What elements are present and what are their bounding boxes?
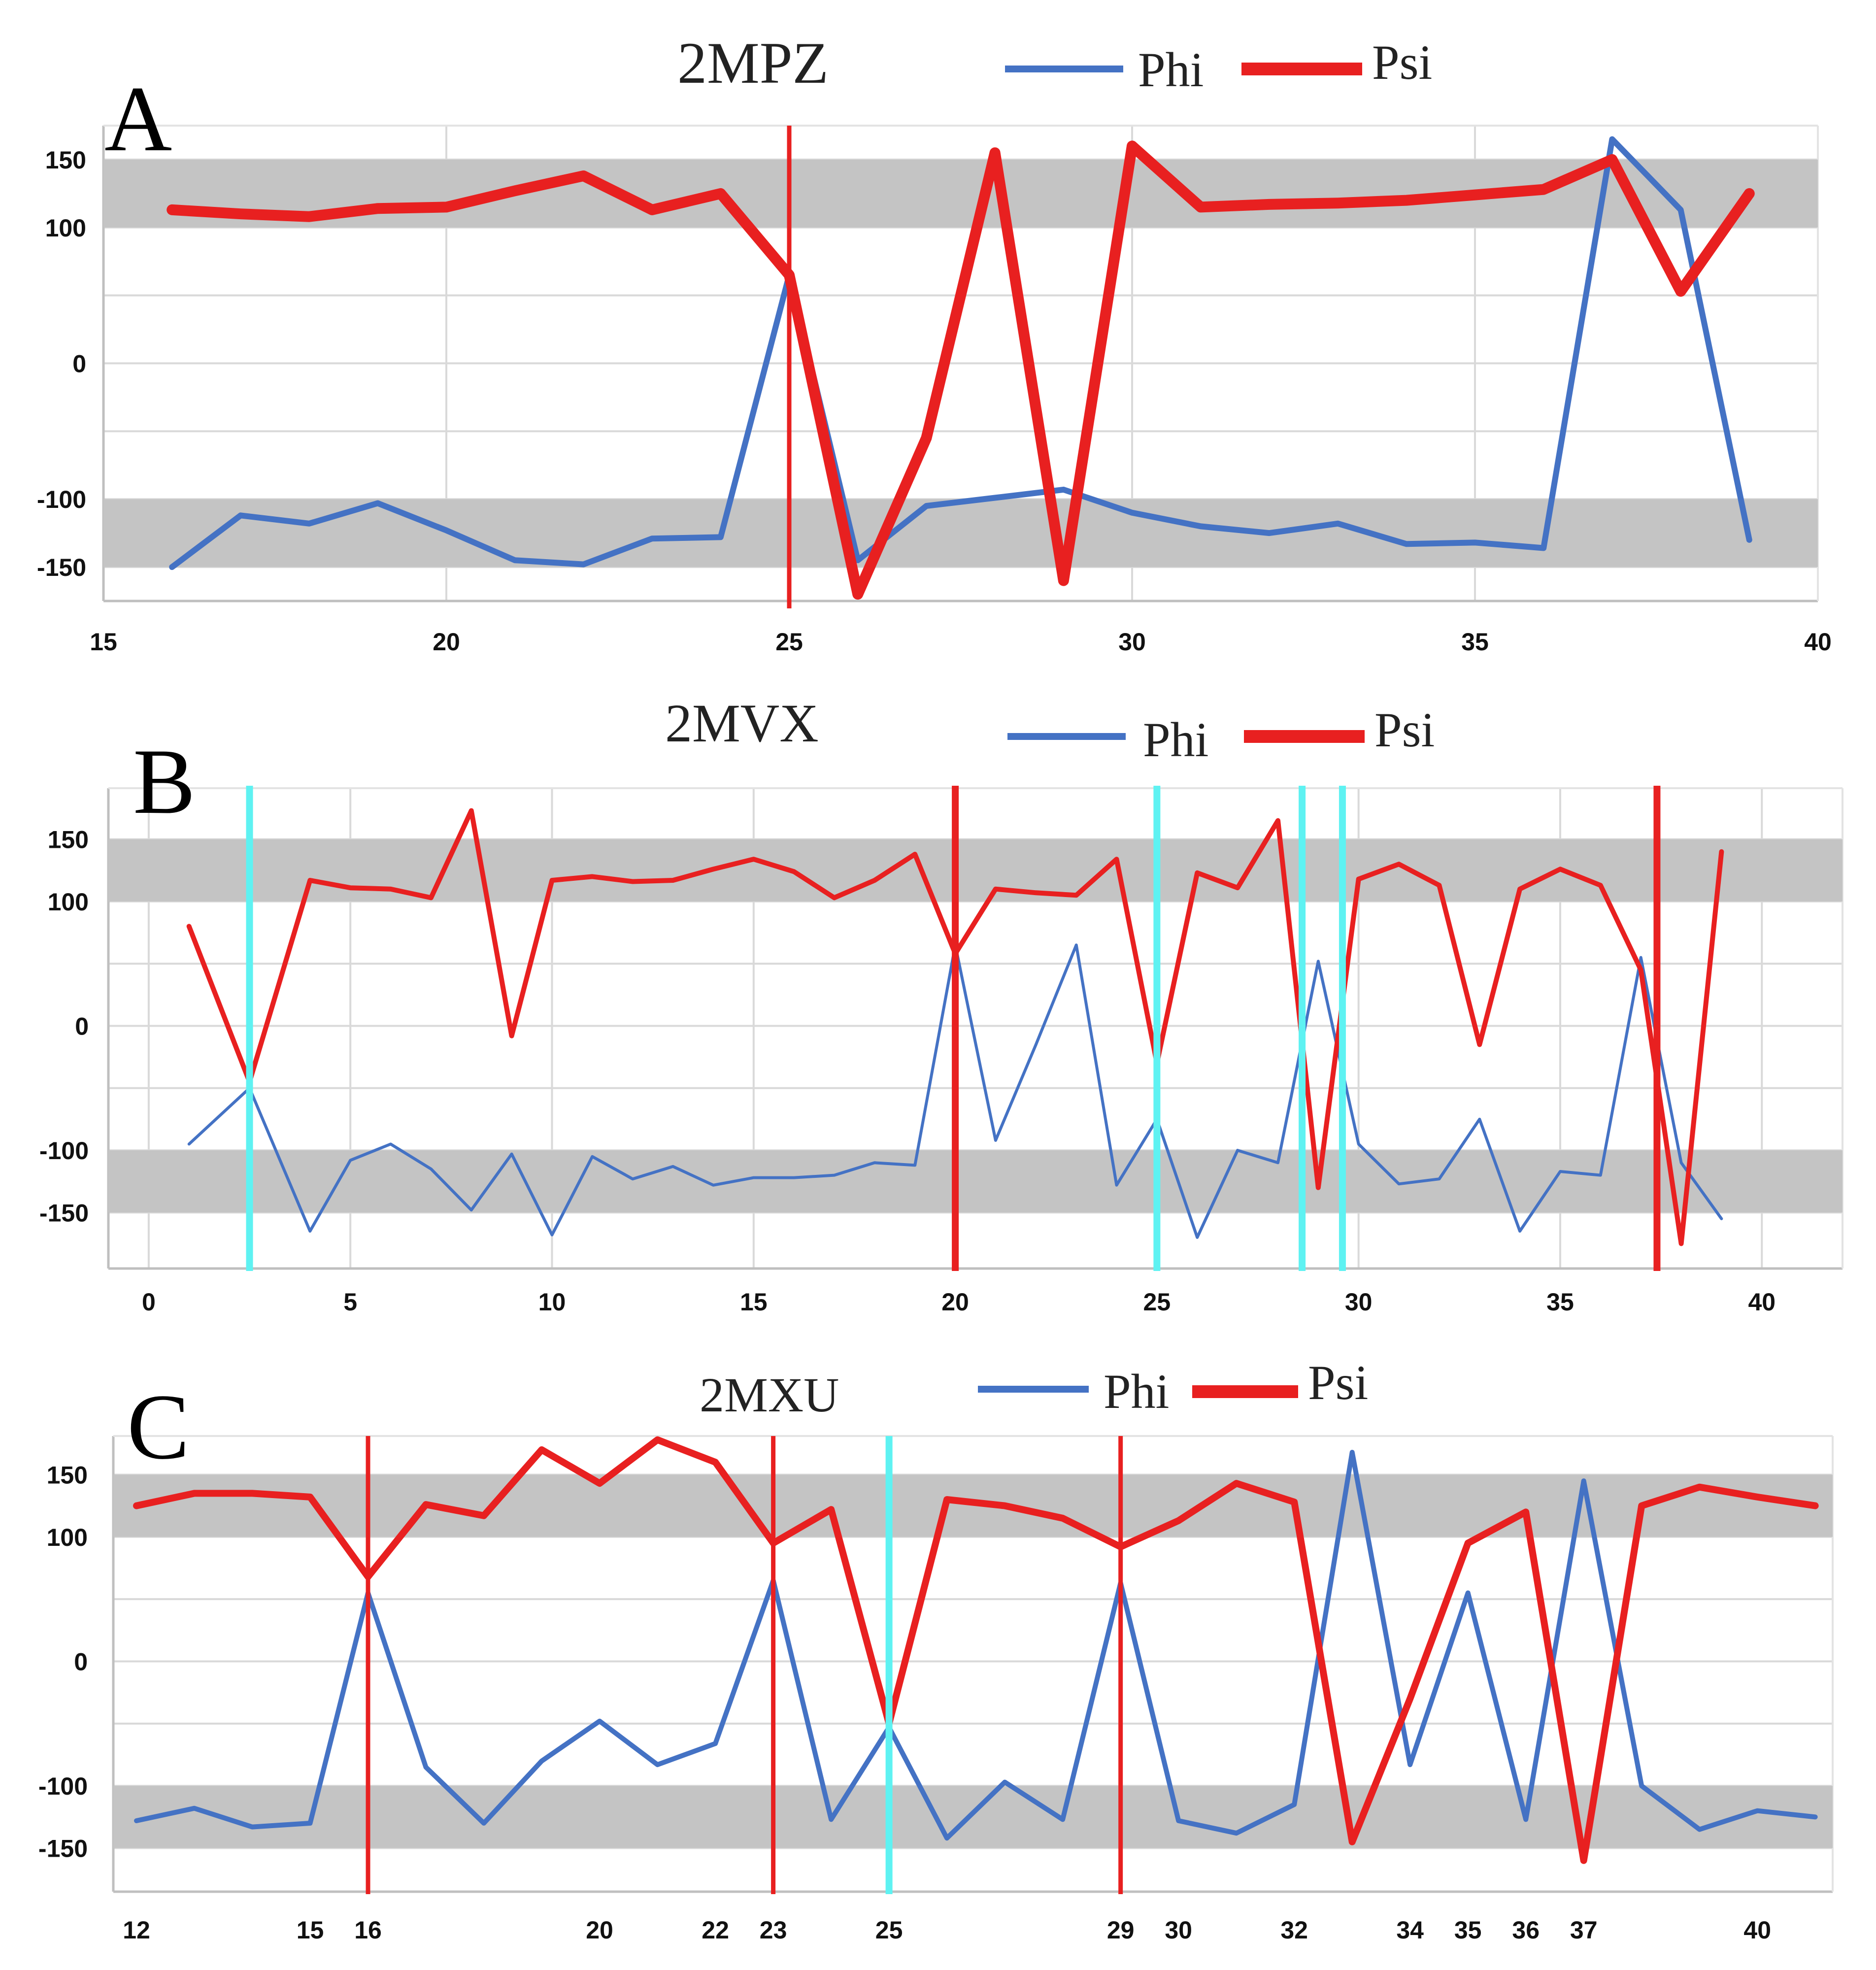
x-tick-label: 34	[1396, 1916, 1424, 1944]
x-tick-label: 36	[1512, 1916, 1540, 1944]
y-tick-label: -100	[38, 1772, 88, 1800]
x-tick-label: 25	[1143, 1288, 1171, 1316]
panel-c-markers	[366, 1436, 1123, 1894]
x-tick-label: 40	[1743, 1916, 1771, 1944]
panel-a-x-ticks: 15 20 25 30 35 40	[90, 628, 1832, 656]
x-tick-label: 25	[775, 628, 803, 656]
x-tick-label: 40	[1804, 628, 1832, 656]
panel-b-y-ticks: 150 100 0 -100 -150	[39, 826, 89, 1227]
x-tick-label: 29	[1107, 1916, 1135, 1944]
x-tick-label: 5	[343, 1288, 357, 1316]
x-tick-label: 23	[760, 1916, 787, 1944]
x-tick-label: 35	[1461, 628, 1489, 656]
x-tick-label: 20	[433, 628, 460, 656]
y-tick-label: 0	[74, 1648, 88, 1676]
legend-phi-label: Phi	[1138, 42, 1204, 97]
legend-psi-label: Psi	[1374, 702, 1435, 757]
x-tick-label: 20	[586, 1916, 613, 1944]
x-tick-label: 35	[1454, 1916, 1482, 1944]
panel-b-markers	[246, 786, 1661, 1271]
y-tick-label: -150	[37, 554, 86, 581]
x-tick-label: 32	[1280, 1916, 1308, 1944]
series-line-phi	[169, 136, 1752, 570]
y-tick-label: 0	[75, 1013, 89, 1040]
shaded-band	[108, 839, 1842, 902]
legend-psi-label: Psi	[1308, 1355, 1368, 1410]
x-tick-label: 30	[1165, 1916, 1192, 1944]
legend-phi-label: Phi	[1104, 1364, 1169, 1419]
x-tick-label: 30	[1118, 628, 1146, 656]
panel-a-y-ticks: 150 100 0 -100 -150	[37, 146, 86, 581]
panel-b-legend: Phi Psi	[1007, 702, 1435, 767]
panel-a-letter: A	[104, 67, 172, 171]
y-tick-label: 150	[48, 826, 89, 854]
y-tick-label: 150	[45, 146, 86, 174]
x-tick-label: 10	[538, 1288, 566, 1316]
panel-c-legend: Phi Psi	[978, 1355, 1368, 1419]
panel-b-x-ticks: 0 5 10 15 20 25 30 35 40	[142, 1288, 1776, 1316]
series-line-phi	[134, 1450, 1818, 1841]
panel-c-shaded-bands	[113, 1474, 1833, 1848]
shaded-band	[108, 1150, 1842, 1213]
x-tick-label: 15	[90, 628, 117, 656]
x-tick-label: 37	[1570, 1916, 1598, 1944]
y-tick-label: -150	[39, 1199, 89, 1227]
x-tick-label: 20	[941, 1288, 969, 1316]
y-tick-label: 100	[47, 1524, 88, 1551]
y-tick-label: -100	[39, 1137, 89, 1165]
panel-c-series	[133, 1436, 1819, 1864]
x-tick-label: 30	[1345, 1288, 1373, 1316]
series-line-psi	[186, 808, 1724, 1246]
panel-a-series	[167, 136, 1755, 600]
panel-b-series	[186, 808, 1724, 1246]
y-tick-label: 100	[45, 214, 86, 242]
legend-psi-label: Psi	[1372, 35, 1432, 90]
x-tick-label: 12	[123, 1916, 150, 1944]
panel-c-y-ticks: 150 100 0 -100 -150	[38, 1461, 88, 1862]
shaded-band	[103, 159, 1818, 228]
series-line-phi	[187, 943, 1723, 1239]
y-tick-label: -150	[38, 1835, 88, 1863]
x-tick-label: 16	[354, 1916, 382, 1944]
shaded-band	[113, 1786, 1833, 1848]
panel-c: 150 100 0 -100 -150 12 15 16 20 22 23 25 29 30 32 34 35…	[38, 1355, 1834, 1944]
panel-c-x-ticks: 12 15 16 20 22 23 25 29 30 32 34 35 36 37 40	[123, 1916, 1771, 1944]
x-tick-label: 40	[1748, 1288, 1776, 1316]
series-line-psi	[167, 140, 1755, 600]
x-tick-label: 15	[740, 1288, 768, 1316]
panel-b-letter: B	[133, 730, 196, 834]
panel-a-title: 2MPZ	[677, 30, 829, 96]
series-line-psi	[133, 1436, 1819, 1864]
y-tick-label: 150	[47, 1461, 88, 1489]
y-tick-label: -100	[37, 486, 86, 513]
panel-c-letter: C	[127, 1375, 190, 1479]
panel-c-title: 2MXU	[700, 1368, 839, 1422]
panel-a-legend: Phi Psi	[1005, 35, 1432, 97]
y-tick-label: 0	[72, 350, 86, 378]
x-tick-label: 15	[297, 1916, 324, 1944]
x-tick-label: 0	[142, 1288, 156, 1316]
panel-b-title: 2MVX	[665, 693, 819, 753]
x-tick-label: 35	[1546, 1288, 1574, 1316]
legend-phi-label: Phi	[1143, 712, 1208, 767]
x-tick-label: 25	[875, 1916, 903, 1944]
x-tick-label: 22	[702, 1916, 729, 1944]
y-tick-label: 100	[48, 888, 89, 916]
panel-a: 150 100 0 -100 -150 15 20 25 30 35 40 A 2MPZ Phi …	[37, 30, 1832, 656]
